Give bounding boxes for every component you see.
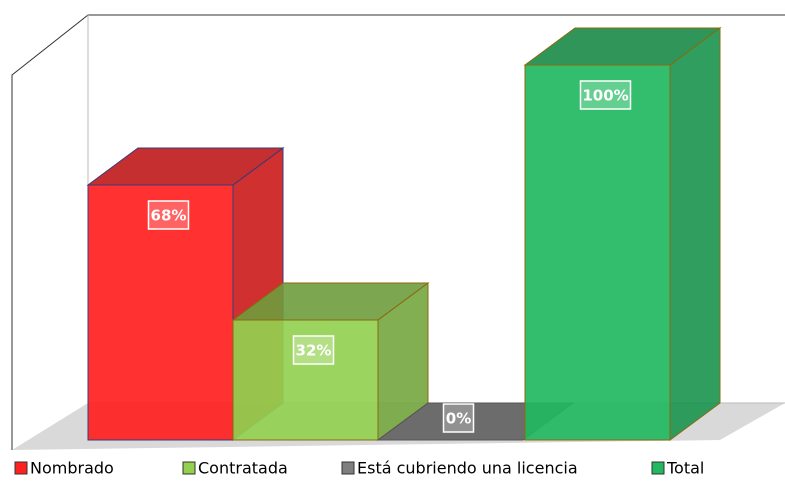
data-label-box (579, 80, 632, 110)
legend-swatch (651, 461, 665, 475)
bar-front (87, 184, 234, 441)
bar-front (232, 319, 379, 441)
legend-label: Está cubriendo una licencia (357, 459, 578, 478)
legend-label: Contratada (198, 459, 288, 478)
walls (11, 14, 785, 450)
data-label-box (442, 403, 475, 433)
legend-label: Nombrado (30, 459, 114, 478)
data-label-box (147, 200, 190, 230)
legend-swatch (14, 461, 28, 475)
bar-front (524, 64, 671, 441)
bar (231, 282, 430, 441)
legend-swatch (341, 461, 355, 475)
bar-side (669, 27, 721, 441)
legend-swatch (182, 461, 196, 475)
data-label: 32% (296, 342, 332, 360)
data-label: 100% (582, 87, 628, 105)
legend-label: Total (666, 459, 704, 478)
data-label-box (292, 335, 335, 365)
data-label: 68% (151, 207, 187, 225)
data-label: 0% (446, 410, 471, 428)
bar (523, 27, 722, 441)
